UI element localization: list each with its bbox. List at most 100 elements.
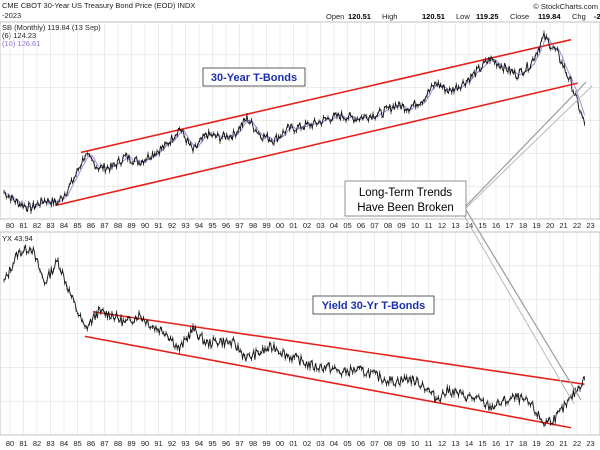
lower-trendline [92, 310, 585, 386]
lower-legend: YX 43.94 [2, 234, 33, 243]
x-tick-label: 80 [6, 221, 14, 230]
callout-box [344, 180, 467, 217]
x-tick-label: 88 [114, 221, 122, 230]
lower-title-frame [312, 295, 435, 315]
x-tick-label: 94 [195, 221, 203, 230]
x-tick-label: 90 [141, 221, 149, 230]
lower-grid [0, 232, 600, 435]
x-tick-label: 99 [262, 439, 270, 448]
x-tick-label: 23 [586, 221, 594, 230]
x-tick-label: 20 [546, 439, 554, 448]
x-tick-label: 84 [60, 439, 68, 448]
x-tick-label: 23 [586, 439, 594, 448]
x-tick-label: 18 [519, 221, 527, 230]
x-tick-label: 04 [330, 439, 338, 448]
x-axis-middle: 80 81 82 83 84 85 86 87 88 89 90 91 92 93 94 95 96 97 98 99… [6, 221, 595, 230]
x-tick-label: 15 [478, 439, 486, 448]
callout: Long-Term Trends Have Been Broken [344, 81, 593, 405]
x-tick-label: 93 [181, 221, 189, 230]
callout-line-lower-a [465, 209, 582, 401]
lower-trendlines [84, 310, 585, 429]
brand-watermark: © StockCharts.com [533, 2, 598, 11]
x-tick-label: 11 [425, 221, 433, 230]
ohlc-label: Low [456, 12, 470, 21]
upper-price-series [3, 30, 585, 214]
x-axis-bottom: 80 81 82 83 84 85 86 87 88 89 90 91 92 93 94 95 96 97 98 99… [6, 439, 595, 448]
ohlc-label: Chg [572, 12, 586, 21]
x-tick-label: 05 [343, 221, 351, 230]
upper-trendline [55, 82, 578, 207]
callout-line-upper-a [465, 81, 587, 207]
x-tick-label: 00 [276, 221, 284, 230]
x-tick-label: 10 [411, 439, 419, 448]
x-tick-label: 98 [249, 439, 257, 448]
x-tick-label: 17 [505, 221, 513, 230]
x-tick-label: 96 [222, 439, 230, 448]
x-tick-label: 19 [532, 439, 540, 448]
ohlc-label: Close [510, 12, 529, 21]
x-tick-label: 16 [492, 439, 500, 448]
x-tick-label: 85 [73, 221, 81, 230]
x-tick-label: 88 [114, 439, 122, 448]
price-legend: SB (Monthly) 119.84 (13 Sep) [2, 23, 101, 32]
x-tick-label: 82 [33, 221, 41, 230]
ohlc-row: Open 120.51 High 120.51 Low 119.25 Close 119.84… [326, 12, 600, 21]
x-tick-label: 09 [397, 439, 405, 448]
x-tick-label: 17 [505, 439, 513, 448]
x-tick-label: 19 [532, 221, 540, 230]
x-tick-label: 00 [276, 439, 284, 448]
x-tick-label: 94 [195, 439, 203, 448]
x-tick-label: 90 [141, 439, 149, 448]
x-tick-label: 14 [465, 221, 473, 230]
x-tick-label: 21 [559, 439, 567, 448]
x-tick-label: 86 [87, 439, 95, 448]
ohlc-label: Open [326, 12, 344, 21]
upper-chart-title: 30-Year T-Bonds [211, 72, 297, 84]
x-tick-label: 22 [573, 221, 581, 230]
x-tick-label: 80 [6, 439, 14, 448]
chart-source-title: CME CBOT 30-Year US Treasury Bond Price … [2, 1, 195, 10]
x-tick-label: 02 [303, 439, 311, 448]
lower-yield-series [3, 244, 585, 428]
x-tick-label: 85 [73, 439, 81, 448]
x-tick-label: 95 [208, 221, 216, 230]
x-tick-label: 20 [546, 221, 554, 230]
x-tick-label: 09 [397, 221, 405, 230]
x-tick-label: 05 [343, 439, 351, 448]
x-tick-label: 96 [222, 221, 230, 230]
x-tick-label: 01 [289, 439, 297, 448]
ohlc-value: 119.25 [476, 12, 499, 21]
x-tick-label: 03 [316, 221, 324, 230]
lower-panel: YX 43.94 Yield 30-Yr T-Bonds [0, 231, 600, 436]
x-tick-label: 97 [235, 221, 243, 230]
x-tick-label: 21 [559, 221, 567, 230]
x-tick-label: 91 [154, 439, 162, 448]
x-tick-label: 07 [370, 221, 378, 230]
ohlc-value: 120.51 [422, 12, 445, 21]
x-tick-label: 89 [127, 221, 135, 230]
x-tick-label: 99 [262, 221, 270, 230]
x-tick-label: 15 [478, 221, 486, 230]
x-tick-label: 06 [357, 221, 365, 230]
x-tick-label: 01 [289, 221, 297, 230]
x-tick-label: 86 [87, 221, 95, 230]
lower-title-box: Yield 30-Yr T-Bonds [312, 295, 435, 315]
callout-line1: Long-Term Trends [359, 187, 453, 199]
callout-line-upper-b [465, 85, 593, 209]
upper-grid [0, 22, 600, 219]
x-tick-label: 97 [235, 439, 243, 448]
x-tick-label: 83 [46, 439, 54, 448]
x-tick-label: 13 [451, 439, 459, 448]
x-tick-label: 04 [330, 221, 338, 230]
x-tick-label: 82 [33, 439, 41, 448]
x-tick-label: 84 [60, 221, 68, 230]
lower-trendline [84, 335, 572, 429]
upper-panel-frame [0, 21, 600, 220]
ma10-legend: (10) 126.61 [2, 39, 40, 48]
x-tick-label: 08 [384, 221, 392, 230]
x-tick-label: 08 [384, 439, 392, 448]
callout-line-lower-b [461, 211, 575, 405]
x-tick-label: 12 [438, 221, 446, 230]
x-tick-label: 02 [303, 221, 311, 230]
